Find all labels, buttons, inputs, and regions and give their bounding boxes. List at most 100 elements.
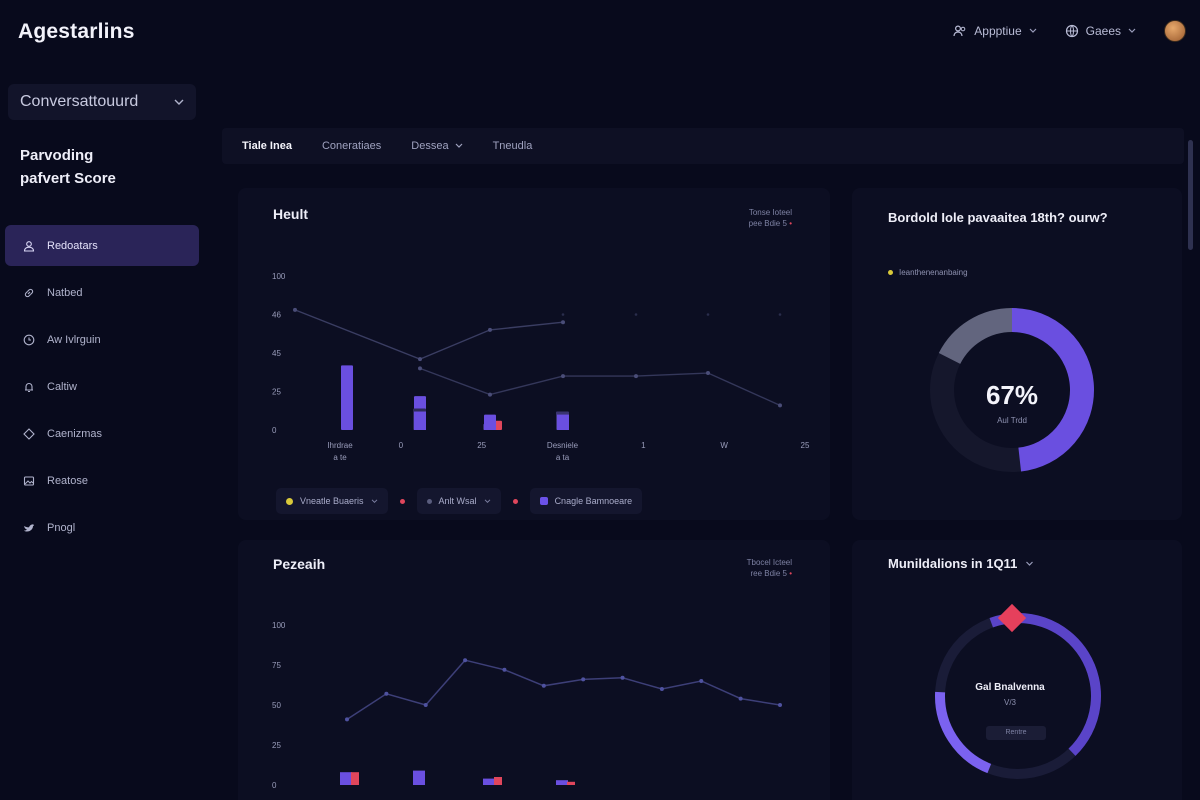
- tab-dessea[interactable]: Dessea: [411, 140, 462, 152]
- y-tick-label: 100: [272, 621, 286, 630]
- chevron-down-icon: [174, 99, 184, 105]
- bar: [351, 772, 359, 785]
- line-point: [488, 327, 492, 332]
- card-meta: Tonse Ioteel pee Bdie 5 •: [700, 207, 792, 229]
- sidebar-title: Parvoding pafvert Score: [20, 144, 200, 190]
- user-icon: [23, 240, 35, 252]
- games-menu[interactable]: Gaees: [1065, 24, 1136, 38]
- card-title: Munildalions in 1Q11: [888, 556, 1034, 571]
- sidebar-item-label: Caenizmas: [47, 427, 103, 440]
- card-title: Pezeaih: [273, 556, 326, 572]
- card-title: Heult: [273, 206, 308, 222]
- globe-icon: [1065, 24, 1078, 38]
- legend-chip[interactable]: Cnagle Bamnoeare: [529, 488, 643, 514]
- sidebar-title-line2: pafvert Score: [20, 170, 116, 187]
- x-tick-label: 0: [399, 441, 404, 450]
- line-point: [659, 687, 664, 691]
- sidebar-item-pnogl[interactable]: Pnogl: [5, 507, 199, 548]
- legend-label: Cnagle Bamnoeare: [554, 496, 633, 506]
- y-tick-label: 25: [272, 388, 281, 397]
- meta-line2: ree Bdie 5 •: [700, 568, 792, 579]
- line-point: [418, 366, 422, 371]
- scrollbar[interactable]: [1188, 140, 1193, 250]
- sidebar-title-line1: Parvoding: [20, 147, 94, 164]
- clock-icon: [23, 334, 35, 345]
- sidebar-item-redoatars[interactable]: Redoatars: [5, 225, 199, 266]
- line-point: [581, 677, 586, 682]
- bar: [494, 777, 502, 785]
- chart-card-heult: [238, 188, 830, 520]
- chart-legend: Vneatle Buaeris Anlt Wsal Cnagle Bamnoea…: [276, 488, 643, 514]
- meta-value: 5: [782, 569, 787, 578]
- ring-center-button[interactable]: Rentre: [986, 726, 1046, 740]
- line-point: [384, 691, 389, 696]
- legend-label: Anlt Wsal: [438, 496, 477, 506]
- line-point: [463, 658, 468, 663]
- y-tick-label: 0: [272, 426, 277, 435]
- tab-tneudla[interactable]: Tneudla: [492, 140, 533, 152]
- sidebar-item-label: Caltiw: [47, 380, 77, 393]
- bar: [483, 778, 495, 785]
- bar: [413, 770, 425, 785]
- sidebar-item-label: Pnogl: [47, 521, 76, 534]
- legend-chip[interactable]: Anlt Wsal: [416, 488, 501, 514]
- avatar[interactable]: [1164, 20, 1186, 42]
- sidebar-item-label: Redoatars: [47, 239, 98, 252]
- sidebar-item-label: Reatose: [47, 474, 88, 487]
- sidebar-nav: Redoatars Natbed Aw Ivlrguin Caltiw Caen…: [5, 225, 199, 554]
- tab-coneratiaes[interactable]: Coneratiaes: [321, 140, 382, 152]
- legend-chip[interactable]: Vneatle Buaeris: [276, 488, 388, 514]
- card-title: Bordold Iole pavaaitea 18th? ourw?: [888, 210, 1108, 225]
- y-tick-label: 100: [272, 272, 286, 281]
- games-menu-label: Gaees: [1085, 24, 1121, 38]
- sidebar-item-natbed[interactable]: Natbed: [5, 272, 199, 313]
- bar: [340, 772, 352, 785]
- sidebar-item-aw-ivlrguin[interactable]: Aw Ivlrguin: [5, 319, 199, 360]
- series-line: [419, 367, 781, 406]
- tabs-bar: Tiale Inea Coneratiaes Dessea Tneudla: [222, 128, 1184, 164]
- workspace-select[interactable]: Conversattouurd: [8, 84, 196, 120]
- sidebar-item-caenizmas[interactable]: Caenizmas: [5, 413, 199, 454]
- meta-line2: pee Bdie 5 •: [700, 218, 792, 229]
- line-point: [541, 683, 546, 688]
- link-icon: [24, 288, 34, 297]
- bar: [484, 417, 496, 430]
- line-point: [706, 313, 710, 316]
- chart-card-pezeaih: [238, 540, 830, 800]
- meta-indicator: •: [789, 219, 792, 228]
- apps-menu[interactable]: Appptiue: [953, 24, 1037, 38]
- chevron-down-icon[interactable]: [1025, 561, 1034, 567]
- line-point: [561, 320, 565, 325]
- line-point: [620, 675, 625, 680]
- meta-line2-text: pee Bdie: [748, 219, 781, 228]
- y-tick-label: 45: [272, 349, 281, 358]
- apps-menu-label: Appptiue: [974, 24, 1022, 38]
- sidebar-item-label: Aw Ivlrguin: [47, 333, 101, 346]
- chevron-down-icon: [1029, 28, 1037, 33]
- meta-line2-text: ree Bdie: [750, 569, 781, 578]
- sidebar-item-label: Natbed: [47, 286, 83, 299]
- chevron-down-icon: [1128, 28, 1136, 33]
- sidebar-item-reatose[interactable]: Reatose: [5, 460, 199, 501]
- meta-indicator: •: [789, 569, 792, 578]
- sidebar-item-caltiw[interactable]: Caltiw: [5, 366, 199, 407]
- line-point: [634, 313, 638, 316]
- users-icon: [953, 25, 966, 37]
- line-point: [706, 371, 710, 376]
- donut-caption: Aul Trdd: [997, 416, 1027, 425]
- line-point: [423, 703, 428, 707]
- legend-label: Vneatle Buaeris: [300, 496, 364, 506]
- legend-separator-dot: [399, 498, 405, 504]
- line-point: [778, 403, 782, 408]
- app-title: Agestarlins: [18, 20, 135, 43]
- line-point: [418, 357, 422, 362]
- tab-tiale-inea[interactable]: Tiale Inea: [242, 140, 292, 152]
- bar: [341, 365, 353, 430]
- top-bar: Agestarlins Appptiue Gaees: [0, 0, 1200, 66]
- card-title-text: Munildalions in 1Q11: [888, 556, 1018, 571]
- card-meta: Tbocel Icteel ree Bdie 5 •: [700, 557, 792, 579]
